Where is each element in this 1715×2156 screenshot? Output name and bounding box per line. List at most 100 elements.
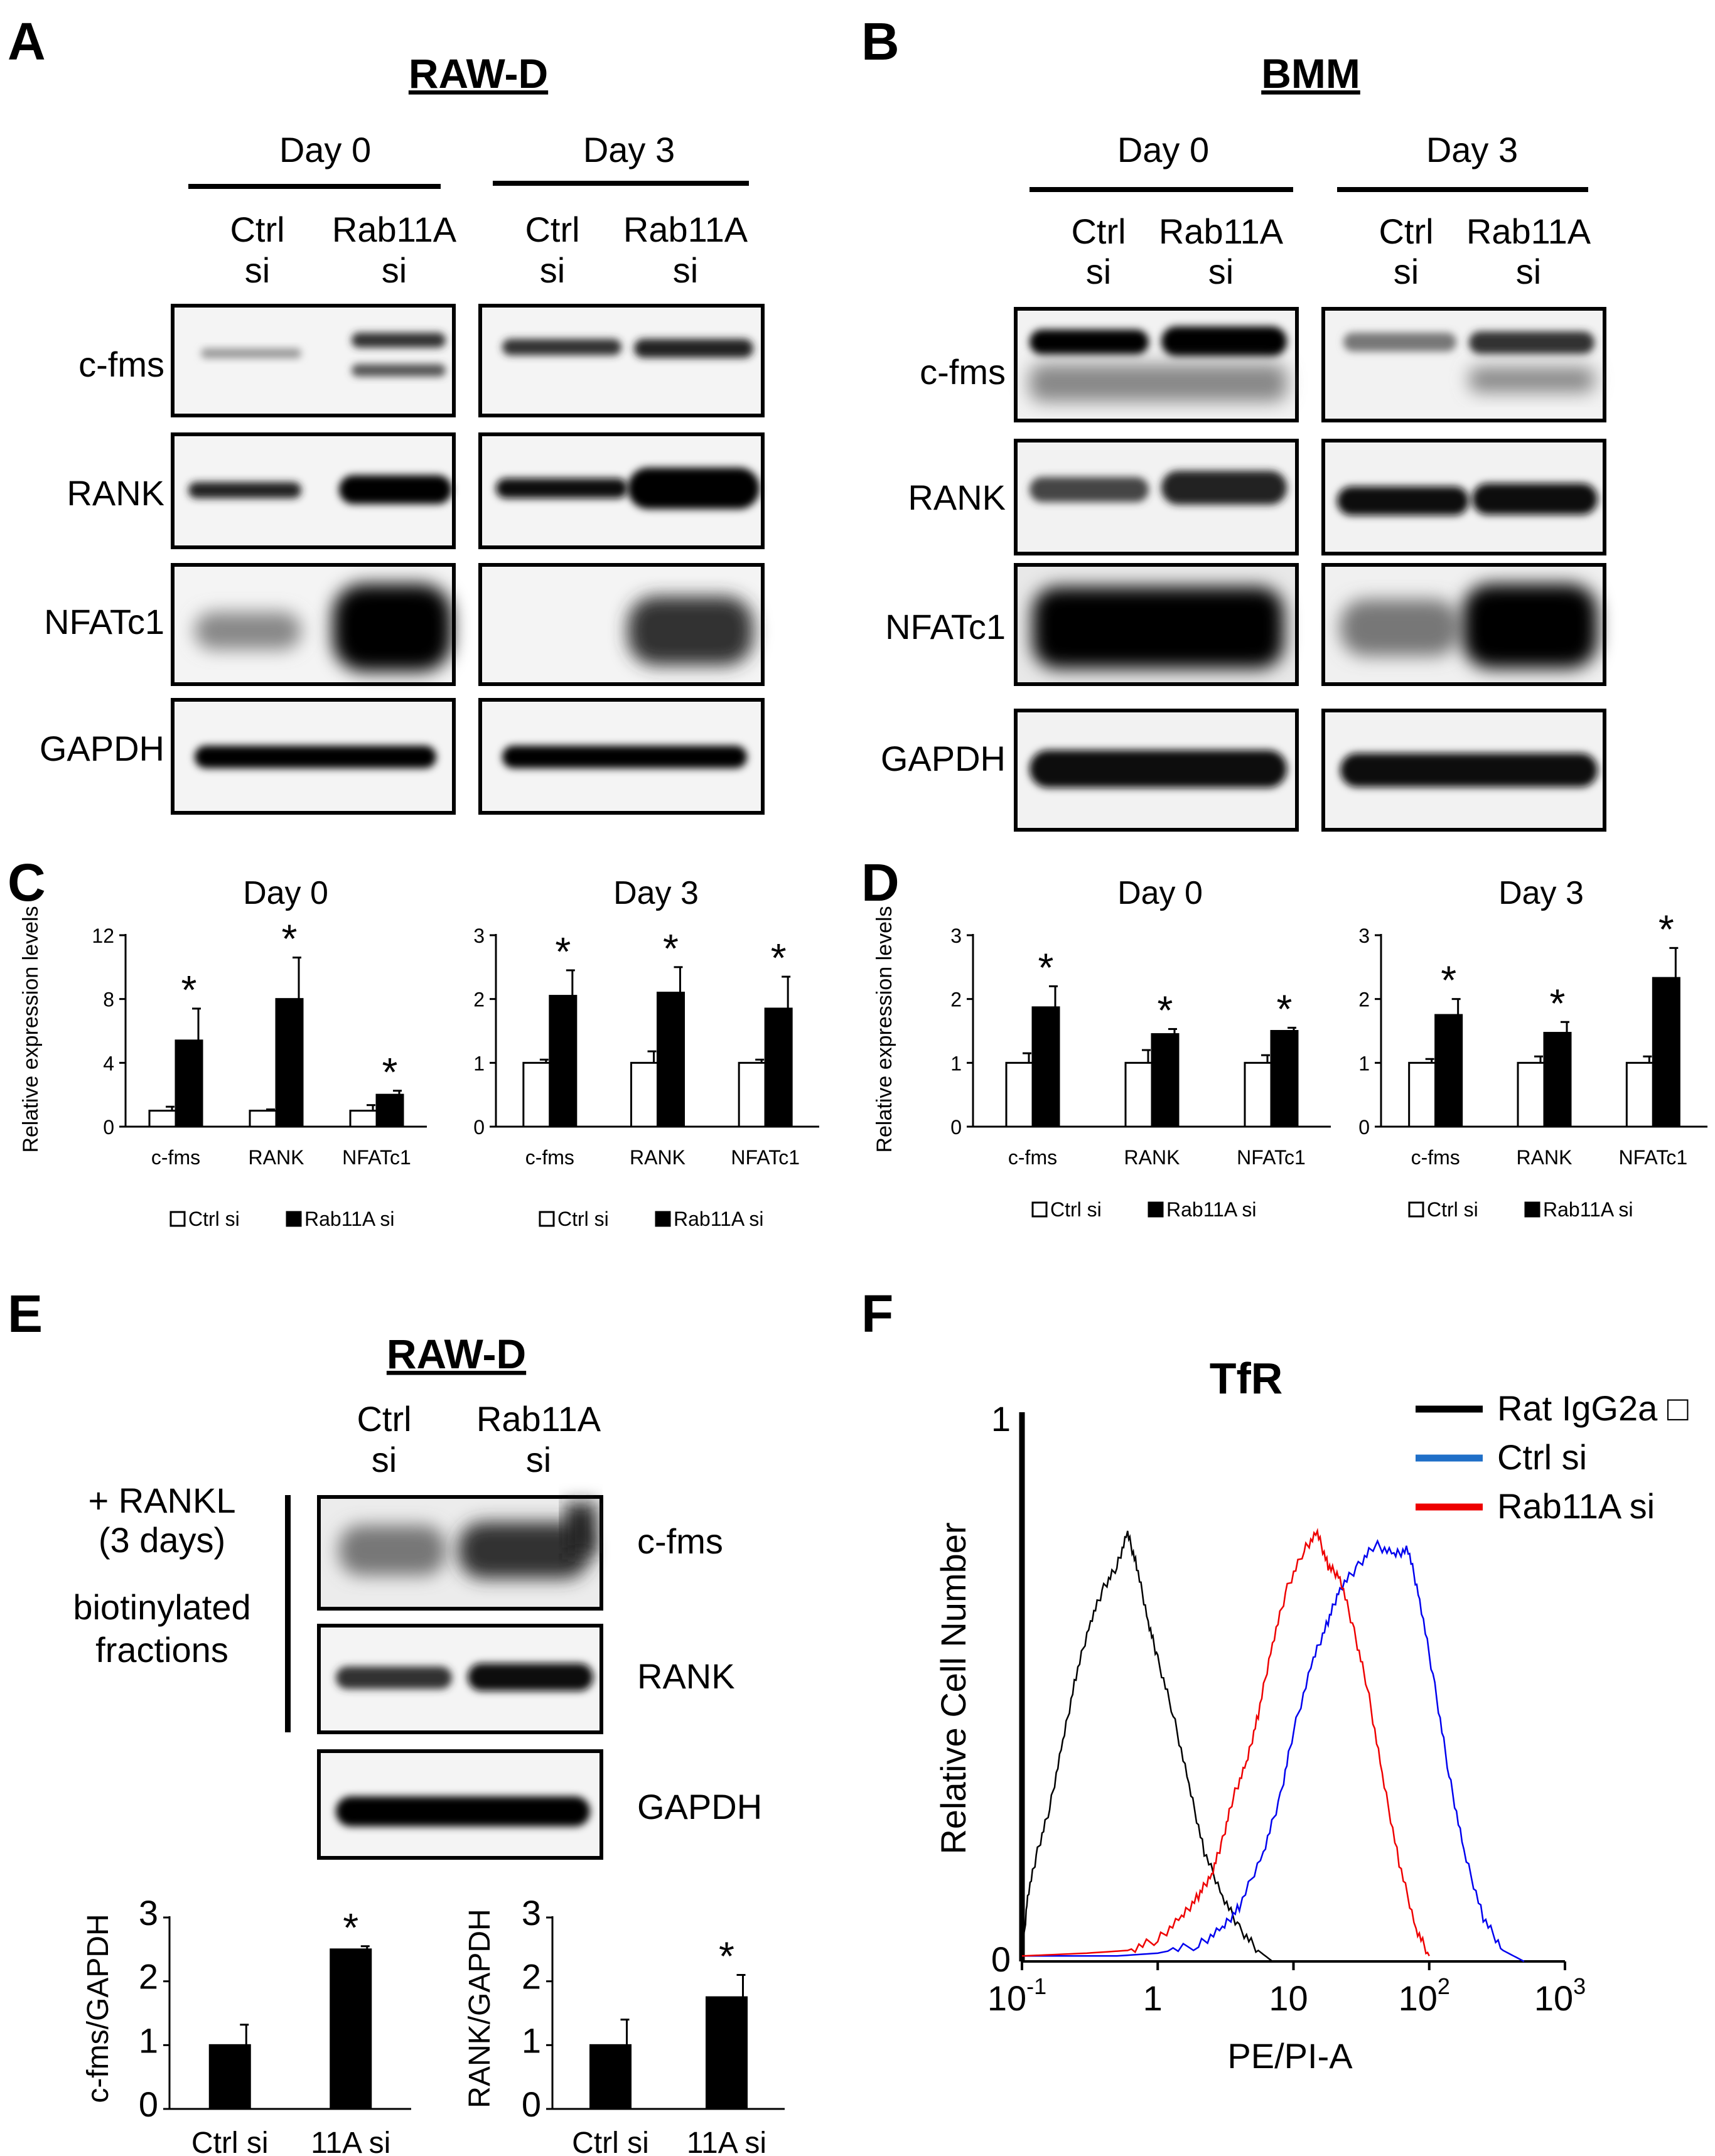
x-tick-exponent: 2: [1438, 1973, 1450, 1999]
panel-a-lane2-bottom: si: [382, 250, 407, 290]
panel-e-row-gapdh: GAPDH: [637, 1787, 762, 1826]
y-tick-label: 3: [950, 925, 962, 947]
panel-e-lane1-bottom: si: [372, 1440, 397, 1479]
panel-e-fraction-2: fractions: [95, 1630, 228, 1670]
x-tick-label: 1: [1143, 1978, 1163, 2018]
panel-b-row-cfms: c-fms: [920, 352, 1006, 392]
bar: [249, 1110, 277, 1128]
x-tick-exponent: 3: [1573, 1973, 1586, 1999]
panel-a-group-line-day0: [188, 184, 441, 189]
panel-a-row-nfatc1: NFATc1: [44, 602, 164, 641]
histogram-line: [1021, 1528, 1430, 1957]
bar: [1625, 1061, 1654, 1128]
x-tick-label: c-fms: [1008, 1146, 1057, 1169]
panel-b-lane4-top: Rab11A: [1466, 212, 1591, 251]
panel-a-lane3-top: Ctrl: [525, 210, 579, 249]
y-tick-label: 3: [473, 925, 485, 947]
panel-a-group-line-day3: [493, 181, 749, 186]
panel-b-group-day3: Day 3: [1426, 130, 1518, 169]
panel-e-blot-cfms: [317, 1495, 603, 1611]
panel-e-lane2-top: Rab11A: [476, 1399, 601, 1439]
legend-swatch: [655, 1211, 671, 1227]
x-tick-label: NFATc1: [342, 1146, 411, 1169]
x-axis-label: PE/PI-A: [1227, 2036, 1353, 2076]
bar: [1270, 1030, 1299, 1128]
y-tick-label: 2: [522, 1957, 541, 1997]
x-tick-label: NFATc1: [1237, 1146, 1306, 1169]
x-tick-label: RANK: [1517, 1146, 1573, 1169]
significance-asterisk: *: [382, 1049, 398, 1095]
bar: [330, 1948, 372, 2110]
panel-a-blot-gapdh-day3: [478, 698, 765, 815]
y-tick-label: 2: [1358, 989, 1370, 1011]
panel-a-lane3-bottom: si: [540, 250, 565, 290]
bar: [1124, 1061, 1153, 1128]
panel-b-lane3-top: Ctrl: [1379, 212, 1433, 251]
y-tick-label: 2: [139, 1957, 158, 1997]
y-tick-label: 2: [950, 989, 962, 1011]
chart-title: TfR: [1210, 1354, 1283, 1403]
legend-swatch: [1031, 1201, 1048, 1218]
y-tick-label: 3: [1358, 925, 1370, 947]
panel-a-lane4-top: Rab11A: [623, 210, 748, 249]
panel-a-blot-cfms-day3: [478, 304, 765, 417]
legend-label: Ctrl si: [557, 1208, 609, 1230]
panel-b-lane1-top: Ctrl: [1071, 212, 1126, 251]
panel-b-blot-nfatc1-day0: [1014, 563, 1299, 686]
legend-swatch: [1408, 1201, 1424, 1218]
bar: [706, 1996, 748, 2110]
bar: [589, 2044, 632, 2110]
panel-e-condition-1: + RANKL: [89, 1481, 236, 1520]
chart-title: Day 3: [613, 875, 699, 911]
panel-e-bracket-line: [285, 1495, 291, 1732]
panel-b-lane4-bottom: si: [1516, 252, 1541, 291]
bar: [1543, 1032, 1572, 1128]
y-tick-label: 0: [473, 1116, 485, 1139]
panel-e-blot-rank: [317, 1624, 603, 1734]
y-tick-label: 0: [950, 1116, 962, 1139]
legend-swatch: [1148, 1201, 1164, 1218]
bar: [630, 1061, 659, 1128]
chart-d-day0: Day 0 Relative expression levels 0 1 2 3 c-fms…: [873, 875, 1331, 1221]
panel-a-lane4-bottom: si: [673, 250, 698, 290]
legend-label: Ctrl si: [1050, 1198, 1102, 1221]
significance-asterisk: *: [1158, 987, 1173, 1032]
chart-e-cfms: c-fms/GAPDH 0 1 2 3 Ctrl si 11A si *: [82, 1893, 411, 2156]
panel-b-row-gapdh: GAPDH: [881, 739, 1006, 778]
histogram-line: [1021, 1530, 1273, 1962]
significance-asterisk: *: [1441, 958, 1456, 1003]
x-tick-label: NFATc1: [731, 1146, 800, 1169]
panel-e-row-rank: RANK: [637, 1656, 735, 1696]
chart-title: Day 3: [1498, 875, 1584, 911]
y-tick-label: 3: [522, 1893, 541, 1933]
x-tick-label: c-fms: [525, 1146, 574, 1169]
y-tick-label: 0: [991, 1939, 1011, 1979]
legend-label: Rat IgG2a □: [1497, 1388, 1689, 1428]
bar: [1652, 977, 1680, 1128]
y-tick-label: 0: [522, 2084, 541, 2124]
chart-c-day3: Day 3 0 1 2 3 c-fms * RANK * NFATc1 * Ctrl si Rab11A…: [473, 875, 819, 1230]
legend-label: Ctrl si: [1427, 1198, 1478, 1221]
x-tick-exponent: -1: [1026, 1973, 1046, 1999]
y-tick-label: 12: [92, 925, 114, 947]
legend-label: Ctrl si: [1497, 1437, 1587, 1477]
legend-label: Rab11A si: [1543, 1198, 1633, 1221]
panel-e-label: E: [8, 1284, 43, 1343]
y-tick-label: 2: [473, 989, 485, 1011]
chart-d-day3: Day 3 0 1 2 3 c-fms * RANK * NFATc1 * Ctrl si Rab11A…: [1358, 875, 1707, 1221]
x-tick-label: 102: [1399, 1973, 1450, 2018]
x-tick-label: RANK: [630, 1146, 685, 1169]
bar: [208, 2044, 251, 2110]
panel-a-lane1-bottom: si: [245, 250, 270, 290]
panel-b-lane3-bottom: si: [1394, 252, 1419, 291]
panel-a-row-cfms: c-fms: [78, 345, 164, 384]
bar: [1517, 1061, 1546, 1128]
legend-label: Rab11A si: [1166, 1198, 1257, 1221]
panel-b-row-rank: RANK: [908, 478, 1006, 517]
panel-c-label: C: [8, 853, 46, 912]
chart-c-day0: Day 0 Relative expression levels 0 4 8 12 c-fm…: [19, 875, 427, 1230]
bar: [148, 1110, 177, 1128]
panel-a-group-day3: Day 3: [583, 130, 675, 169]
panel-a-blot-gapdh-day0: [171, 698, 456, 815]
